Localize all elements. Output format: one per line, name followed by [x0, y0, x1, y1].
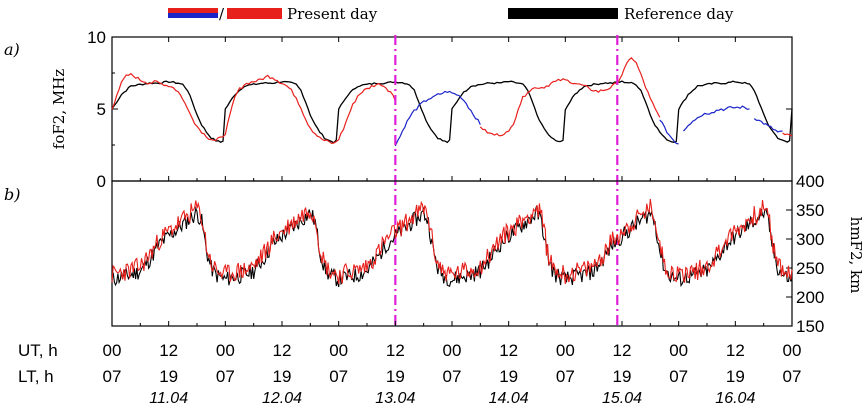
legend-present-label: Present day — [287, 5, 378, 23]
y-tick-label-a: 10 — [87, 28, 106, 47]
lt-tick-label: 19 — [159, 367, 178, 386]
lt-tick-label: 07 — [443, 367, 462, 386]
y-tick-label-b: 200 — [796, 288, 824, 307]
ut-tick-label: 00 — [443, 341, 462, 360]
ut-tick-label: 12 — [499, 341, 518, 360]
legend-swatch-present-red — [227, 8, 282, 19]
panel-b-hmf2: 150 200 250 300 350 400 — [111, 172, 824, 336]
ut-axis-label: UT, h — [18, 341, 58, 360]
date-label: 14.04 — [489, 390, 529, 407]
ut-tick-label: 00 — [783, 341, 802, 360]
ut-tick-label: 12 — [386, 341, 405, 360]
series-present-hmf2 — [111, 198, 793, 285]
date-label: 15.04 — [602, 390, 642, 407]
ut-tick-label: 12 — [613, 341, 632, 360]
date-label: 16.04 — [715, 390, 755, 407]
lt-tick-label: 07 — [783, 367, 802, 386]
panel-b-label: b) — [4, 185, 20, 204]
lt-tick-label: 19 — [499, 367, 518, 386]
y-tick-label-b: 350 — [796, 201, 824, 220]
x-axis-labels: UT, h LT, h 00 12 00 12 00 12 00 12 00 12 00 12 00 07… — [18, 341, 801, 407]
series-present-fof2-segment-6 — [782, 132, 793, 137]
panel-a-fof2: 0 5 10 — [87, 28, 793, 328]
legend-swatch-reference — [508, 8, 618, 19]
lt-tick-label: 07 — [669, 367, 688, 386]
date-label: 12.04 — [262, 390, 302, 407]
lt-tick-label: 07 — [556, 367, 575, 386]
lt-tick-label: 07 — [103, 367, 122, 386]
lt-axis-label: LT, h — [18, 367, 54, 386]
y-axis-label-fof2: foF2, MHz — [50, 69, 68, 150]
panel-b-frame — [111, 180, 793, 327]
lt-tick-label: 07 — [216, 367, 235, 386]
ut-tick-label: 12 — [159, 341, 178, 360]
lt-tick-label: 07 — [329, 367, 348, 386]
y-axis-label-hmf2: hmF2, km — [847, 217, 865, 294]
ut-tick-label: 00 — [669, 341, 688, 360]
lt-tick-label: 19 — [613, 367, 632, 386]
series-present-fof2-segment-5 — [753, 118, 783, 133]
legend-swatch-present-red-top — [168, 8, 218, 13]
lt-tick-label: 19 — [273, 367, 292, 386]
y-tick-label-b: 300 — [796, 230, 824, 249]
y-tick-label-a: 5 — [97, 100, 106, 119]
y-tick-label-b: 250 — [796, 259, 824, 278]
y-tick-label-b: 400 — [796, 172, 824, 191]
legend-swatch-present-blue-bottom — [168, 13, 218, 18]
series-reference-fof2 — [111, 80, 793, 144]
ut-tick-label: 00 — [329, 341, 348, 360]
y-tick-label-b: 150 — [796, 317, 824, 336]
ut-tick-label: 00 — [216, 341, 235, 360]
ut-tick-label: 12 — [273, 341, 292, 360]
ut-tick-label: 00 — [556, 341, 575, 360]
date-label: 13.04 — [375, 390, 415, 407]
series-present-fof2-segment-4 — [682, 105, 750, 132]
series-present-fof2-segment-0 — [111, 72, 396, 145]
series-present-fof2-segment-1 — [394, 90, 481, 147]
legend-reference-label: Reference day — [624, 5, 734, 23]
series-present-fof2-segment-3 — [659, 119, 679, 145]
legend-separator: / — [219, 5, 225, 23]
ut-tick-label: 12 — [726, 341, 745, 360]
panel-a-label: a) — [4, 40, 20, 59]
series-present-fof2-segment-2 — [479, 56, 661, 137]
lt-tick-label: 19 — [726, 367, 745, 386]
ut-tick-label: 00 — [103, 341, 122, 360]
lt-tick-label: 19 — [386, 367, 405, 386]
date-label: 11.04 — [149, 390, 188, 407]
y-tick-label-a: 0 — [97, 172, 106, 191]
legend: / Present day Reference day — [168, 5, 734, 23]
